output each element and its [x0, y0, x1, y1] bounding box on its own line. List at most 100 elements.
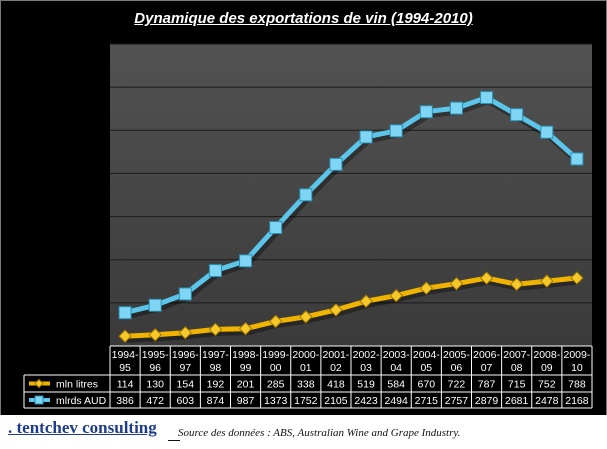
data-point: [299, 310, 313, 324]
data-point: [540, 274, 554, 288]
data-label: 1752: [294, 395, 318, 407]
x-tick-label: 06: [451, 362, 463, 374]
data-label: 2681: [505, 395, 529, 407]
x-tick-label: 2007-: [503, 349, 530, 361]
data-point: [269, 221, 283, 235]
data-label: 2715: [415, 395, 439, 407]
x-tick-label: 97: [179, 362, 191, 374]
data-label: 192: [207, 379, 225, 391]
data-point: [238, 321, 253, 336]
series-line-shadow: [126, 277, 580, 343]
data-point: [208, 322, 223, 337]
data-label: 2168: [565, 395, 589, 407]
x-tick-label: 1997-: [202, 349, 229, 361]
data-point: [389, 288, 403, 303]
data-label: 338: [297, 379, 315, 391]
data-label: 519: [357, 379, 375, 391]
chart-title: Dynamique des exportations de vin (1994-…: [134, 10, 473, 27]
data-label: 2879: [475, 395, 499, 407]
data-label: 201: [237, 379, 255, 391]
data-point: [148, 298, 162, 312]
x-tick-label: 09: [541, 362, 553, 374]
data-point: [118, 329, 132, 343]
data-point: [359, 294, 373, 308]
data-label: 472: [146, 395, 164, 407]
x-tick-label: 96: [149, 362, 161, 374]
x-tick-label: 10: [571, 362, 583, 374]
data-point: [208, 264, 222, 278]
data-label: 418: [327, 379, 345, 391]
data-label: 787: [478, 379, 496, 391]
data-point: [540, 125, 554, 139]
data-point: [509, 277, 524, 292]
data-label: 130: [146, 379, 164, 391]
data-point: [359, 130, 373, 144]
data-point: [570, 271, 584, 285]
data-label: 874: [207, 395, 225, 407]
x-tick-label: 01: [300, 362, 312, 374]
x-tick-label: 1994-: [112, 349, 139, 361]
data-label: 987: [237, 395, 255, 407]
data-point: [389, 124, 403, 138]
data-label: 603: [177, 395, 195, 407]
legend-label: mlrds AUD: [56, 395, 107, 407]
x-tick-label: 2001-: [323, 349, 350, 361]
series-line-1: [124, 95, 579, 316]
data-point: [148, 328, 162, 342]
legend-key-marker: [34, 378, 44, 389]
data-point: [178, 287, 192, 301]
data-label: 2757: [445, 395, 469, 407]
data-point: [419, 105, 433, 119]
data-point: [299, 188, 313, 202]
data-point: [570, 152, 584, 166]
data-point: [510, 108, 524, 122]
x-tick-label: 07: [481, 362, 493, 374]
footer: . tentchev consulting Source des données…: [0, 415, 607, 449]
data-point: [329, 157, 343, 171]
brand-logo[interactable]: . tentchev consulting: [8, 418, 157, 437]
x-tick-label: 2003-: [383, 349, 410, 361]
data-point: [449, 276, 464, 291]
x-tick-label: 98: [210, 362, 222, 374]
x-tick-label: 1995-: [142, 349, 169, 361]
divider-line: [168, 440, 180, 441]
data-label: 386: [116, 395, 134, 407]
data-label: 2478: [535, 395, 559, 407]
source-note: Source des données : ABS, Australian Win…: [178, 427, 461, 439]
x-tick-label: 2002-: [353, 349, 380, 361]
x-tick-label: 99: [240, 362, 252, 374]
data-label: 584: [387, 379, 405, 391]
x-tick-label: 03: [360, 362, 372, 374]
x-tick-label: 2005-: [443, 349, 470, 361]
data-label: 788: [568, 379, 586, 391]
x-tick-label: 1996-: [172, 349, 199, 361]
x-tick-label: 2000-: [292, 349, 319, 361]
data-label: 2423: [354, 395, 378, 407]
x-tick-label: 04: [390, 362, 402, 374]
data-label: 1373: [264, 395, 288, 407]
data-label: 715: [508, 379, 526, 391]
line-chart: 1994-95 1995-96 1996-97 1997-98 1998-99 1999-…: [23, 43, 593, 409]
x-tick-label: 1999-: [262, 349, 289, 361]
data-label: 154: [177, 379, 195, 391]
series-line-0: [124, 275, 578, 339]
legend-key-marker: [34, 395, 44, 405]
x-tick-label: 08: [511, 362, 523, 374]
data-point: [329, 303, 343, 317]
x-tick-label: 2006-: [473, 349, 500, 361]
x-tick-label: 95: [119, 362, 131, 374]
data-point: [178, 326, 193, 340]
legend-label: mln litres: [56, 379, 98, 391]
x-tick-label: 00: [270, 362, 282, 374]
x-tick-label: 05: [420, 362, 432, 374]
data-label: 670: [418, 379, 436, 391]
data-point: [449, 101, 463, 115]
data-label: 2105: [324, 395, 348, 407]
data-point: [118, 306, 132, 320]
data-label: 722: [448, 379, 466, 391]
x-tick-label: 2008-: [533, 349, 560, 361]
x-tick-label: 2009-: [564, 349, 591, 361]
data-label: 2494: [385, 395, 409, 407]
x-tick-label: 1998-: [232, 349, 259, 361]
data-point: [239, 254, 253, 268]
